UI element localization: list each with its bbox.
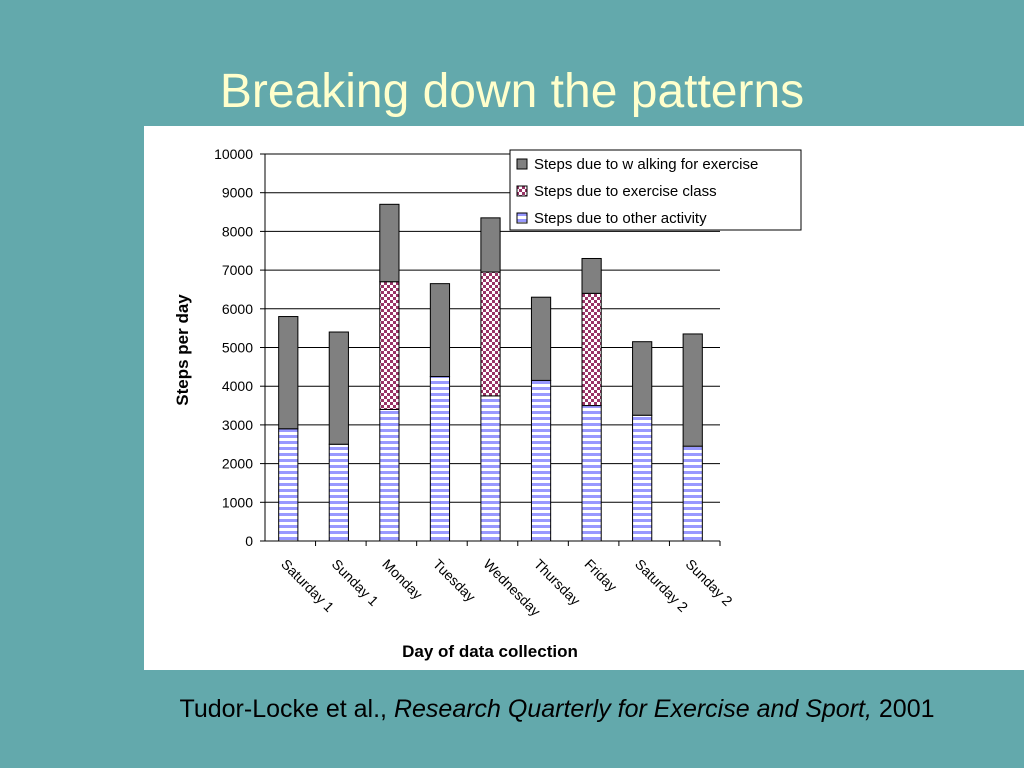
legend: Steps due to w alking for exercise Steps … xyxy=(509,149,802,231)
bar-segment xyxy=(328,331,349,445)
slide-title: Breaking down the patterns xyxy=(219,65,805,118)
bar-segment xyxy=(429,376,451,542)
x-axis-label: Day of data collection xyxy=(402,642,578,661)
stacked-bar-chart: 0 1000 2000 3000 4000 5000 6000 7000 8000 9000 100… xyxy=(173,146,802,661)
y-tick-label: 0 xyxy=(245,533,253,549)
bar-segment xyxy=(632,341,653,416)
citation-authors: Tudor-Locke et al., xyxy=(179,695,387,723)
bar-segment xyxy=(581,405,602,542)
x-tick-label: Thursday xyxy=(531,556,584,609)
bar-segment xyxy=(581,257,602,294)
y-tick-label: 9000 xyxy=(222,185,253,201)
y-tick-label: 1000 xyxy=(222,494,253,510)
bar-segment xyxy=(581,292,602,407)
y-tick-label: 8000 xyxy=(222,223,253,239)
bar-segment xyxy=(278,428,299,542)
bar-segment xyxy=(682,333,703,447)
legend-label: Steps due to exercise class xyxy=(534,183,717,200)
y-tick-label: 4000 xyxy=(222,378,253,394)
y-tick-label: 5000 xyxy=(222,340,253,356)
legend-label: Steps due to w alking for exercise xyxy=(534,156,758,173)
x-tick-label: Sunday 2 xyxy=(683,556,736,609)
citation-journal: Research Quarterly for Exercise and Spor… xyxy=(393,695,872,723)
bar-segment xyxy=(379,203,400,283)
citation-year: 2001 xyxy=(878,695,935,723)
x-tick-label: Friday xyxy=(581,556,620,595)
bar-segment xyxy=(379,408,400,542)
bar-segment xyxy=(328,443,349,542)
bar-segment xyxy=(480,395,501,542)
x-tick-label: Tuesday xyxy=(430,556,479,605)
bars xyxy=(278,203,703,542)
legend-swatch xyxy=(516,158,528,170)
y-axis-label: Steps per day xyxy=(173,294,192,406)
y-tick-label: 7000 xyxy=(222,262,253,278)
chart-panel: 0 1000 2000 3000 4000 5000 6000 7000 8000 9000 100… xyxy=(144,126,1024,670)
x-tick-label: Monday xyxy=(379,556,426,603)
y-tick-label: 10000 xyxy=(214,146,253,162)
bar-segment xyxy=(632,414,653,542)
bar-segment xyxy=(429,283,451,378)
x-tick-label: Sunday 1 xyxy=(329,556,382,609)
bar-segment xyxy=(480,271,501,397)
legend-swatch xyxy=(516,212,528,224)
citation: Tudor-Locke et al., Research Quarterly f… xyxy=(0,695,1024,724)
y-tick-label: 2000 xyxy=(222,456,253,472)
bar-segment xyxy=(530,379,552,542)
y-tick-label: 3000 xyxy=(222,417,253,433)
legend-box xyxy=(509,149,802,231)
x-tick-label: Saturday 2 xyxy=(632,556,691,615)
bar-segment xyxy=(379,281,400,410)
bar-segment xyxy=(278,316,299,430)
bar-segment xyxy=(682,445,703,542)
legend-label: Steps due to other activity xyxy=(534,210,707,227)
y-tick-label: 6000 xyxy=(222,301,253,317)
bar-segment xyxy=(530,296,552,381)
x-tick-label: Saturday 1 xyxy=(278,556,337,615)
legend-swatch xyxy=(516,185,528,197)
bar-segment xyxy=(480,217,501,273)
